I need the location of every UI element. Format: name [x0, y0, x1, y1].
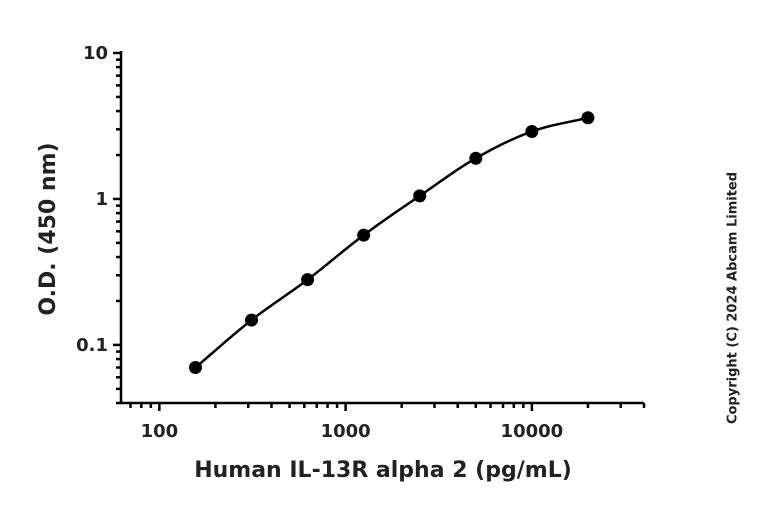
data-point [245, 313, 259, 327]
x-tick-label: 1000 [321, 421, 371, 442]
data-point [581, 111, 595, 125]
y-tick-label: 10 [83, 43, 108, 64]
x-axis-label: Human IL-13R alpha 2 (pg/mL) [194, 458, 572, 483]
data-point [301, 273, 315, 287]
data-point [469, 151, 483, 165]
fit-curve [194, 116, 589, 369]
y-axis-label: O.D. (450 nm) [36, 142, 61, 315]
data-point [188, 361, 202, 375]
data-point [357, 228, 371, 242]
data-points [188, 111, 595, 375]
copyright-notice: Copyright (C) 2024 Abcam Limited [725, 171, 741, 425]
axes: 0.1 1 10 100 1000 10000 [76, 43, 646, 442]
y-tick-label: 1 [95, 189, 108, 210]
y-tick-label: 0.1 [76, 335, 108, 356]
x-tick-label: 100 [141, 421, 179, 442]
x-tick-label: 10000 [501, 421, 564, 442]
data-point [413, 189, 427, 203]
data-point [525, 124, 539, 138]
